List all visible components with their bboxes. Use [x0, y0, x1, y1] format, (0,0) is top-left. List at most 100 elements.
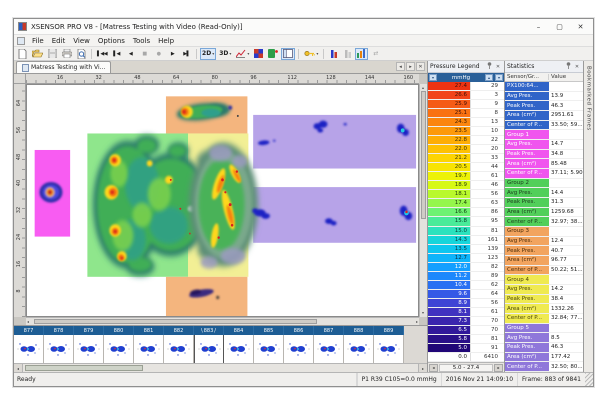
stats-row[interactable]: Avg Pres.12.4 [505, 237, 583, 247]
stats-row[interactable]: Group 1 [505, 130, 583, 140]
filmstrip-frame[interactable]: 887 [314, 326, 344, 363]
stats-row[interactable]: Peak Pres.34.8 [505, 150, 583, 160]
stats-row[interactable]: Group 2 [505, 179, 583, 189]
filmstrip-frame[interactable]: 880 [104, 326, 134, 363]
video-button[interactable] [266, 48, 280, 60]
legend-row[interactable]: 21.233 [428, 154, 504, 163]
first-frame-button[interactable]: ▌◀◀ [95, 48, 109, 60]
stats-col-value[interactable]: Value [549, 74, 566, 80]
pin-icon[interactable] [485, 62, 493, 71]
legend-row[interactable]: 16.686 [428, 208, 504, 217]
pressure-map[interactable] [27, 85, 418, 316]
map-vertical-scrollbar[interactable]: ▴ ▾ [419, 84, 427, 317]
frame-thumbnail[interactable] [194, 335, 224, 363]
legend-row[interactable]: 8.161 [428, 308, 504, 317]
legend-row[interactable]: 9.664 [428, 290, 504, 299]
stats-row[interactable]: Avg Pres.14.2 [505, 285, 583, 295]
legend-row[interactable]: 6.570 [428, 326, 504, 335]
legend-row[interactable]: 12.082 [428, 263, 504, 272]
filmstrip-frame[interactable]: 878 [44, 326, 74, 363]
legend-row[interactable]: 26.63 [428, 91, 504, 100]
frame-thumbnail[interactable] [284, 335, 314, 363]
map-vscroll-thumb[interactable] [421, 91, 426, 219]
menu-item-file[interactable]: File [28, 37, 48, 45]
frame-thumbnail[interactable] [254, 335, 284, 363]
play-backward-button[interactable]: ◀ [124, 48, 137, 60]
filmstrip-scrollbar[interactable]: ◂ ▸ [14, 363, 427, 372]
legend-row[interactable]: 24.313 [428, 118, 504, 127]
legend-row[interactable]: 11.289 [428, 272, 504, 281]
legend-row[interactable]: 19.761 [428, 172, 504, 181]
scroll-right-icon[interactable]: ▸ [416, 318, 418, 325]
record-button[interactable]: ● [152, 48, 165, 60]
print-preview-button[interactable] [75, 48, 88, 60]
filmstrip-frame[interactable]: 884 [224, 326, 254, 363]
menu-item-help[interactable]: Help [154, 37, 178, 45]
zone-group3-arm-bottom[interactable] [166, 277, 247, 316]
stats-row[interactable]: Group 4 [505, 275, 583, 285]
frame-thumbnail[interactable] [74, 335, 104, 363]
compare-bars-disabled-button[interactable] [341, 48, 354, 60]
legend-scroll-down-button[interactable]: ▾ [495, 74, 503, 81]
frame-thumbnail[interactable] [44, 335, 74, 363]
filmstrip-frame[interactable]: 877 [14, 326, 44, 363]
stats-row[interactable]: PX100:64... [505, 82, 583, 92]
stats-row[interactable]: Peak Pres.38.4 [505, 295, 583, 305]
pressure-map-canvas[interactable] [26, 84, 419, 317]
frame-thumbnail[interactable] [104, 335, 134, 363]
frame-thumbnail[interactable] [314, 335, 344, 363]
filmstrip-frame[interactable]: 888 [344, 326, 374, 363]
range-right-button[interactable]: ▸ [494, 364, 503, 372]
stats-row[interactable]: Center of P...32.97; 38... [505, 217, 583, 227]
previous-frame-button[interactable]: ▌◀ [110, 48, 123, 60]
range-left-button[interactable]: ◂ [429, 364, 438, 372]
stats-row[interactable]: Avg Pres.14.4 [505, 188, 583, 198]
stats-row[interactable]: Group 5 [505, 324, 583, 334]
legend-row[interactable]: 10.462 [428, 281, 504, 290]
legend-row[interactable]: 12.7123 [428, 254, 504, 263]
minimize-button[interactable]: – [530, 20, 547, 34]
legend-row[interactable]: 5.091 [428, 344, 504, 353]
legend-row[interactable]: 5.881 [428, 335, 504, 344]
map-horizontal-scrollbar[interactable]: ◂ ▸ [26, 317, 419, 325]
legend-row[interactable]: 18.946 [428, 181, 504, 190]
close-button[interactable]: ✕ [572, 20, 589, 34]
legend-row[interactable]: 20.544 [428, 163, 504, 172]
legend-row[interactable]: 13.5139 [428, 245, 504, 254]
legend-row[interactable]: 7.370 [428, 317, 504, 326]
stats-row[interactable]: Group 3 [505, 227, 583, 237]
stats-row[interactable]: Area (cm²)2951.61 [505, 111, 583, 121]
stats-row[interactable]: Area (cm²)1259.68 [505, 208, 583, 218]
filmstrip-scroll-left-button[interactable]: ◂ [14, 364, 23, 372]
scroll-down-icon[interactable]: ▾ [422, 309, 424, 317]
filmstrip-scroll-thumb[interactable] [25, 365, 143, 371]
scroll-left-icon[interactable]: ◂ [27, 318, 29, 325]
legend-row[interactable]: 18.156 [428, 190, 504, 199]
filmstrip-frame[interactable]: 886 [284, 326, 314, 363]
legend-row[interactable]: 23.510 [428, 127, 504, 136]
filmstrip-scroll-right-button[interactable]: ▸ [418, 364, 427, 372]
bookmarked-frames-tab[interactable]: Bookmarked Frames [583, 61, 593, 372]
stats-col-sensor[interactable]: Sensor/Gr... [505, 74, 549, 80]
save-button[interactable] [46, 48, 59, 60]
tab-close-button[interactable]: ✕ [416, 62, 425, 71]
statistics-view-button[interactable] [355, 48, 368, 60]
print-button[interactable] [60, 48, 74, 60]
frame-thumbnail[interactable] [224, 335, 254, 363]
frame-thumbnail[interactable] [14, 335, 44, 363]
legend-row[interactable]: 22.822 [428, 136, 504, 145]
tab-scroll-left-button[interactable]: ◂ [396, 62, 405, 71]
view-2d-button[interactable]: 2D▾ [200, 48, 216, 60]
new-button[interactable] [16, 48, 29, 60]
graph-view-button[interactable]: ▾ [234, 48, 251, 60]
map-hscroll-thumb[interactable] [34, 319, 317, 324]
legend-row[interactable]: 27.429 [428, 82, 504, 91]
frame-thumbnail[interactable] [164, 335, 194, 363]
stats-row[interactable]: Area (cm²)177.42 [505, 353, 583, 363]
resize-grip[interactable] [585, 373, 593, 386]
frame-thumbnail[interactable] [374, 335, 404, 363]
panel-layout-button[interactable] [281, 48, 295, 60]
open-button[interactable] [30, 48, 45, 60]
tab-matress-testing[interactable]: Matress Testing with Vi... [16, 61, 111, 73]
filmstrip-scroll-track[interactable] [23, 364, 418, 372]
